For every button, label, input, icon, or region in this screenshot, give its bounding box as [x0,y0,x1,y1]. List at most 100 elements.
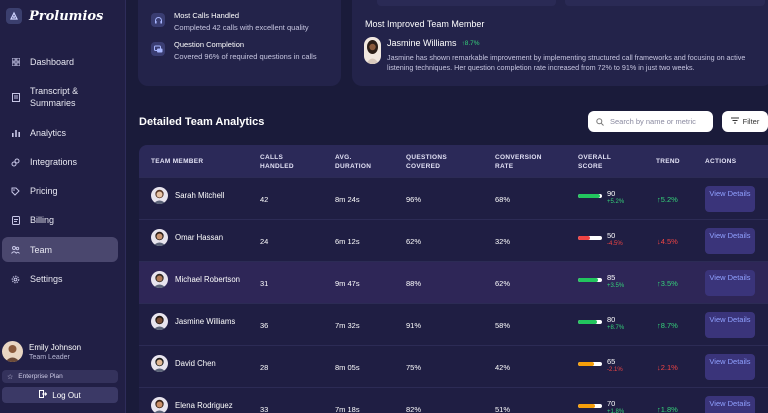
view-details-button[interactable]: View Details [705,270,755,296]
sidebar-item-label: Settings [30,274,63,284]
avg-duration: 8m 05s [335,363,360,372]
search-box[interactable] [588,111,713,132]
header-avg-duration[interactable]: AVG. DURATION [335,153,371,171]
team-member-cell[interactable]: Michael Robertson [151,271,240,288]
view-details-button[interactable]: View Details [705,186,755,212]
sidebar-item-team[interactable]: Team [2,237,118,262]
sidebar-item-label: Integrations [30,157,78,167]
score-value: 85 [607,273,616,282]
score-bar [578,362,602,366]
view-details-button[interactable]: View Details [705,396,755,413]
trend-value: 3.5% [660,279,678,288]
score-delta: -2.1% [607,367,623,373]
conversion-rate: 62% [495,279,511,288]
table-row[interactable]: Sarah Mitchell 42 8m 24s 96% 68% 90 +5.2% ↑5.2%… [139,177,768,219]
member-name: Jasmine Williams [175,317,236,326]
questions-covered: 75% [406,363,422,372]
score-bar [578,236,602,240]
score-delta: +8.7% [607,325,625,331]
trend-value: 5.2% [660,195,678,204]
table-row[interactable]: Omar Hassan 24 6m 12s 62% 32% 50 -4.5% ↓4.5% Vie… [139,219,768,261]
overall-score: 50 -4.5% [578,231,623,247]
view-details-button[interactable]: View Details [705,312,755,338]
achievement-title: Most Calls Handled [174,11,240,20]
sidebar-item-label: Team [30,244,53,255]
arrow-up-icon: ↑ [657,405,661,413]
achievement-most-calls: Most Calls Handled Completed 42 calls wi… [151,11,309,32]
sidebar-item-label: Transcript & Summaries [30,86,79,108]
score-bar [578,404,602,408]
header-conversion-rate[interactable]: CONVERSION RATE [495,153,542,171]
conversion-rate: 51% [495,405,511,413]
user-profile[interactable]: Emily Johnson Team Leader [2,341,81,362]
header-line: DURATION [335,163,372,170]
improvement-delta: ↑8.7% [461,39,480,47]
filter-button[interactable]: Filter [722,111,768,132]
trend: ↑8.7% [657,321,678,330]
questions-covered: 91% [406,321,422,330]
table-header: TEAM MEMBER CALLS HANDLED AVG. DURATION QU… [139,145,768,177]
score-value: 65 [607,357,616,366]
header-line: HANDLED [260,163,294,170]
header-calls-handled[interactable]: CALLS HANDLED [260,153,294,171]
avg-duration: 6m 12s [335,237,360,246]
star-icon: ☆ [7,373,14,381]
score-value: 70 [607,399,616,408]
score-bar-fill [578,278,599,282]
header-line: CONVERSION [495,154,542,161]
score-bar-fill [578,404,595,408]
score-value: 80 [607,315,616,324]
conversion-rate: 42% [495,363,511,372]
calls-handled: 42 [260,195,269,204]
avatar [151,187,168,204]
most-improved-member: Jasmine Williams ↑8.7% [387,38,480,48]
team-member-cell[interactable]: Sarah Mitchell [151,187,224,204]
sidebar-item-dashboard[interactable]: Dashboard [2,55,118,69]
member-name: Elena Rodriguez [175,401,233,410]
score-value: 50 [607,231,616,240]
header-overall-score[interactable]: OVERALL SCORE [578,153,611,171]
avg-duration: 9m 47s [335,279,360,288]
table-row[interactable]: Elena Rodriguez 33 7m 18s 82% 51% 70 +1.8% ↑1.8… [139,387,768,413]
score-bar-fill [578,194,600,198]
logout-button[interactable]: Log Out [2,387,118,403]
sidebar-item-analytics[interactable]: Analytics [2,126,118,140]
dashboard-icon [11,58,20,67]
sidebar-item-transcripts[interactable]: Transcript & Summaries [2,84,118,110]
sidebar-item-billing[interactable]: Billing [2,213,118,227]
table-row[interactable]: David Chen 28 8m 05s 75% 42% 65 -2.1% ↓2.1% View… [139,345,768,387]
calls-handled: 24 [260,237,269,246]
header-team-member[interactable]: TEAM MEMBER [151,158,204,165]
table-row[interactable]: Jasmine Williams 36 7m 32s 91% 58% 80 +8.7% ↑8.… [139,303,768,345]
avatar [151,355,168,372]
search-input[interactable] [610,117,705,126]
most-improved-description: Jasmine has shown remarkable improvement… [387,53,746,72]
view-details-button[interactable]: View Details [705,354,755,380]
trend: ↑1.8% [657,405,678,413]
header-line: RATE [495,163,514,170]
team-member-cell[interactable]: Jasmine Williams [151,313,235,330]
team-member-cell[interactable]: David Chen [151,355,216,372]
sidebar-item-settings[interactable]: Settings [2,272,118,286]
brand-name: Prolumios [29,8,104,24]
header-line: OVERALL [578,154,612,161]
table-row[interactable]: Michael Robertson 31 9m 47s 88% 62% 85 +3.5% ↑3… [139,261,768,303]
avatar [151,229,168,246]
questions-covered: 82% [406,405,422,413]
header-trend[interactable]: TREND [656,158,680,165]
header-questions-covered[interactable]: QUESTIONS COVERED [406,153,447,171]
sidebar-item-integrations[interactable]: Integrations [2,155,118,169]
team-member-cell[interactable]: Elena Rodriguez [151,397,233,413]
tag-icon [11,187,20,196]
view-details-button[interactable]: View Details [705,228,755,254]
sidebar-item-pricing[interactable]: Pricing [2,184,118,198]
team-member-cell[interactable]: Omar Hassan [151,229,223,246]
achievement-desc: Covered 96% of required questions in cal… [174,52,317,61]
brand[interactable]: Prolumios [6,8,103,24]
calls-handled: 31 [260,279,269,288]
most-improved-card [352,0,768,86]
score-bar-fill [578,320,598,324]
header-actions: ACTIONS [705,158,737,165]
card-stub [377,0,556,6]
document-icon [11,92,20,102]
